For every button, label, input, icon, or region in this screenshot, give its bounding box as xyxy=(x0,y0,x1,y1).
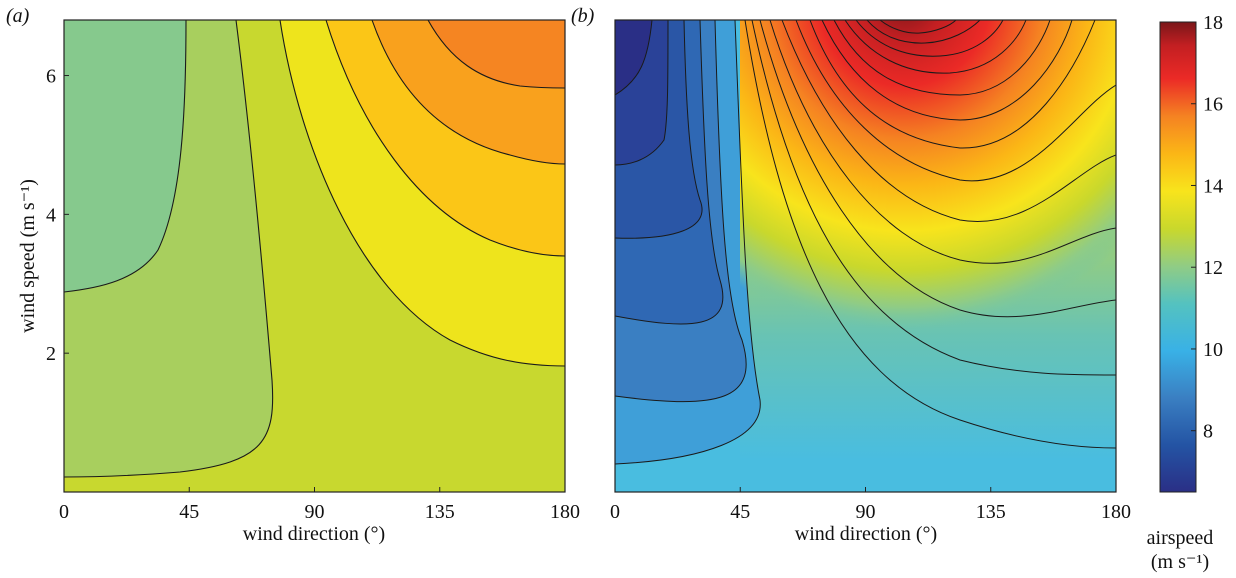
panel-a-x-tick-label: 45 xyxy=(179,501,199,523)
panel-a-x-tick-label: 0 xyxy=(59,501,69,523)
colorbar-tick-label: 18 xyxy=(1203,12,1223,34)
panel-a-y-tick-label: 6 xyxy=(46,66,56,88)
panel-a-label: (a) xyxy=(6,5,30,27)
colorbar-tick-label: 10 xyxy=(1203,339,1223,361)
panel-b-x-tick-label: 45 xyxy=(730,501,750,523)
panel-a-region-14.5-15 xyxy=(428,20,565,88)
panel-a-y-axis: 2 4 6 xyxy=(46,66,69,365)
panel-b-x-tick-label: 135 xyxy=(976,501,1006,523)
panel-b-x-axis: 0 45 90 135 180 xyxy=(610,487,1131,523)
panel-a-y-axis-title: wind speed (m s⁻¹) xyxy=(17,179,39,333)
panel-a-x-tick-label: 90 xyxy=(305,501,325,523)
panel-a-contour-field xyxy=(64,20,565,492)
panel-b-contour-field xyxy=(615,20,1116,492)
panel-b: 0 45 90 135 180 (b) wind direction (°) xyxy=(571,5,1131,545)
panel-b-x-tick-label: 90 xyxy=(856,501,876,523)
colorbar-label-line2: (m s⁻¹) xyxy=(1151,551,1209,573)
panel-a-region-11.5-12 xyxy=(64,20,186,292)
panel-a-y-tick-label: 2 xyxy=(46,343,56,365)
panel-a-y-tick-label: 4 xyxy=(46,204,56,226)
panel-a-contour-lines xyxy=(64,20,565,478)
colorbar-tick-label: 12 xyxy=(1203,257,1223,279)
colorbar: 8 10 12 14 16 18 airspeed (m s⁻¹) xyxy=(1147,12,1223,573)
colorbar-ticks: 8 10 12 14 16 18 xyxy=(1191,12,1223,443)
colorbar-tick-label: 8 xyxy=(1203,421,1213,443)
colorbar-tick-label: 14 xyxy=(1203,175,1223,197)
panel-b-x-tick-label: 180 xyxy=(1101,501,1131,523)
colorbar-label-line1: airspeed xyxy=(1147,527,1214,549)
panel-b-label: (b) xyxy=(571,5,595,27)
panel-b-contour-lines xyxy=(615,20,1116,465)
panel-a-x-tick-label: 135 xyxy=(425,501,455,523)
panel-a-x-axis: 0 45 90 135 180 xyxy=(59,487,580,523)
panel-a-x-axis-title: wind direction (°) xyxy=(243,523,385,545)
colorbar-tick-label: 16 xyxy=(1203,94,1223,116)
panel-b-x-tick-label: 0 xyxy=(610,501,620,523)
colorbar-scale xyxy=(1159,21,1197,493)
panel-a: 0 45 90 135 180 2 4 6 (a) wind direction (°) w… xyxy=(6,5,580,545)
panel-b-x-axis-title: wind direction (°) xyxy=(795,523,937,545)
panel-a-x-tick-label: 180 xyxy=(550,501,580,523)
